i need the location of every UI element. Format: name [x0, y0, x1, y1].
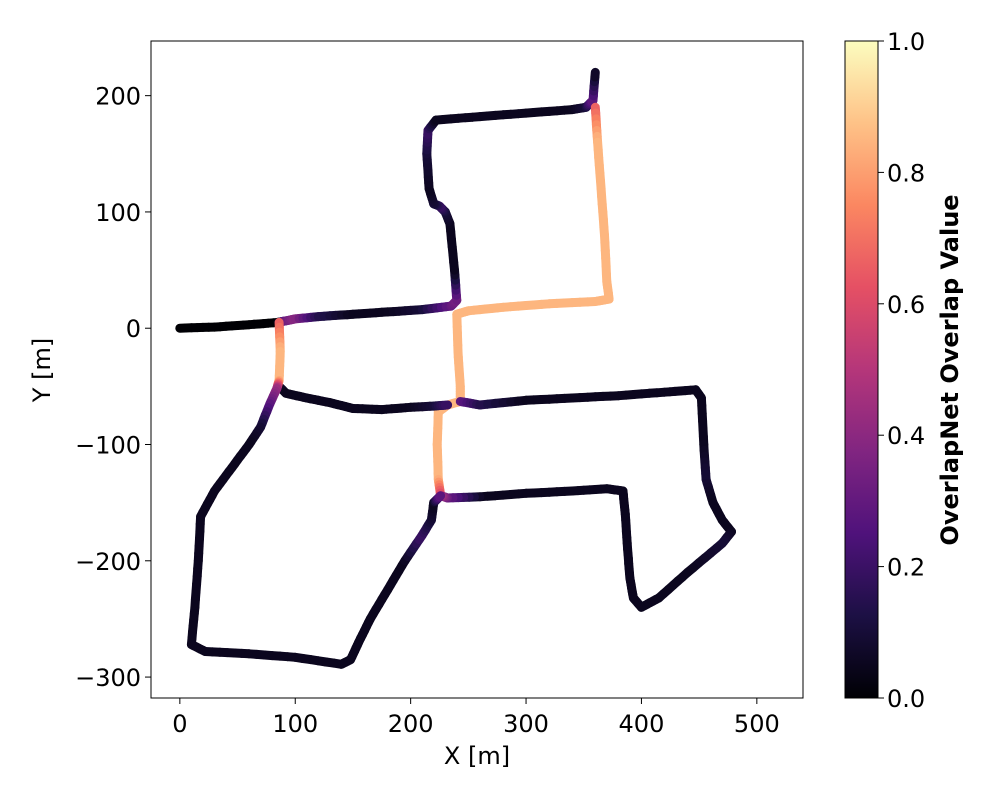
colorbar-tick-label: 1.0 — [887, 28, 925, 56]
y-axis-label: Y [m] — [28, 338, 56, 403]
y-tick-label: −100 — [75, 432, 141, 460]
x-axis: 0 100 200 300 400 500 — [172, 698, 780, 738]
colorbar-tick-label: 0.8 — [887, 159, 925, 187]
y-tick-label: −200 — [75, 548, 141, 576]
trajectory-series-3 — [274, 381, 453, 415]
trajectory-series-4 — [186, 317, 446, 669]
trajectory-series-1 — [432, 102, 614, 501]
y-tick-label: −300 — [75, 664, 141, 692]
colorbar-label: OverlapNet Overlap Value — [936, 194, 964, 545]
colorbar — [844, 40, 879, 699]
y-tick-label: 200 — [95, 83, 141, 111]
y-tick-label: 100 — [95, 199, 141, 227]
colorbar-tick-label: 0.0 — [887, 685, 925, 713]
x-tick-label: 200 — [388, 710, 434, 738]
trajectory-segment — [435, 491, 446, 502]
trajectory-series-0 — [175, 67, 600, 333]
colorbar-tick-label: 0.2 — [887, 554, 925, 582]
x-tick-label: 300 — [503, 710, 549, 738]
plot-frame — [150, 40, 804, 699]
y-tick-label: 0 — [126, 315, 141, 343]
x-tick-label: 0 — [172, 710, 187, 738]
x-axis-label: X [m] — [444, 742, 510, 770]
x-tick-label: 100 — [272, 710, 318, 738]
x-tick-label: 500 — [734, 710, 780, 738]
colorbar-tick-label: 0.4 — [887, 422, 925, 450]
colorbar-tick-label: 0.6 — [887, 291, 925, 319]
colorbar-ticks: 0.0 0.2 0.4 0.6 0.8 1.0 — [878, 28, 925, 713]
x-tick-label: 400 — [619, 710, 665, 738]
y-axis: 200 100 0 −100 −200 −300 — [75, 83, 151, 692]
trajectory-layer — [175, 67, 736, 669]
trajectory-series-2 — [436, 385, 736, 612]
